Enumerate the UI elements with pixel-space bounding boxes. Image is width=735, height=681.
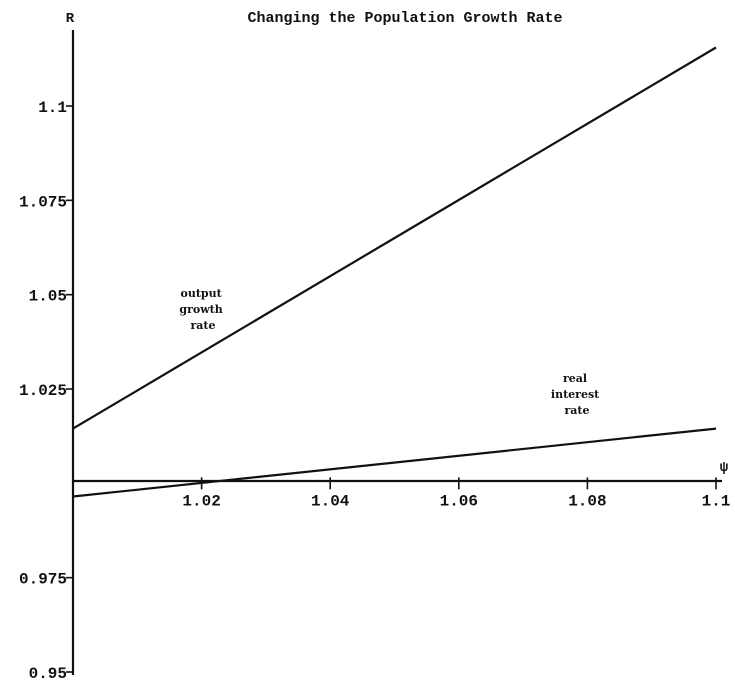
y-tick-label: 0.95 — [29, 665, 67, 681]
y-tick-label: 1.1 — [38, 99, 67, 117]
y-tick-label: 1.075 — [19, 193, 67, 211]
chart-title: Changing the Population Growth Rate — [247, 10, 562, 27]
series-line-real-interest-rate — [72, 427, 717, 498]
annotation-real-interest-rate: real interest rate — [551, 372, 603, 417]
y-tick-label: 0.975 — [19, 571, 67, 589]
annotation-output-growth-rate: output growth rate — [179, 287, 226, 332]
x-axis-label: ψ — [720, 460, 728, 476]
axis-ticks: 0.95 0.975 1.025 1.05 1.075 1.1 1.02 1.04 1.06 1.… — [19, 99, 730, 681]
series-group — [72, 46, 717, 498]
y-axis-label: R — [66, 11, 75, 27]
series-line-output-growth-rate — [72, 46, 717, 430]
x-tick-label: 1.1 — [702, 492, 731, 510]
x-tick-label: 1.08 — [568, 492, 606, 510]
y-tick-label: 1.025 — [19, 382, 67, 400]
x-tick-label: 1.04 — [311, 492, 350, 510]
x-tick-label: 1.06 — [440, 492, 478, 510]
y-tick-label: 1.05 — [29, 288, 67, 306]
x-tick-label: 1.02 — [182, 492, 220, 510]
